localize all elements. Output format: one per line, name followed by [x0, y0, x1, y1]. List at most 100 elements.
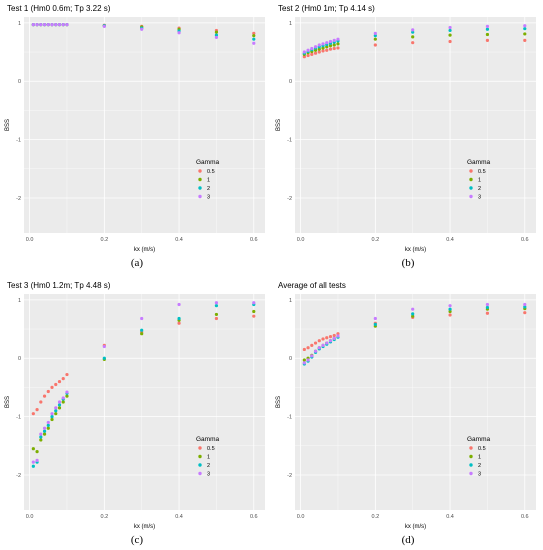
- data-point: [325, 336, 329, 340]
- data-point: [411, 35, 415, 39]
- data-point: [373, 37, 377, 41]
- legend: Gamma 0.5 1 2 3: [467, 159, 491, 201]
- y-tick-label: 0: [289, 356, 292, 362]
- data-point: [61, 400, 65, 404]
- data-point: [140, 27, 144, 31]
- legend-item: 1: [469, 178, 481, 184]
- legend-label: 0.5: [478, 169, 486, 175]
- data-point: [373, 316, 377, 321]
- data-point: [523, 38, 527, 42]
- y-tick-label: -2: [287, 196, 292, 202]
- y-tick-label: 1: [18, 21, 21, 27]
- legend-label: 2: [478, 463, 481, 469]
- data-point: [42, 394, 47, 398]
- data-point: [313, 341, 318, 345]
- data-point: [373, 322, 377, 326]
- data-point: [523, 32, 527, 36]
- data-point: [42, 22, 47, 27]
- x-tick-label: 0.4: [175, 237, 183, 243]
- legend-label: 1: [207, 178, 210, 184]
- legend-label: 1: [478, 178, 481, 184]
- data-point: [373, 34, 377, 38]
- data-point: [328, 44, 333, 48]
- y-tick-label: -1: [287, 415, 292, 421]
- data-point: [252, 34, 256, 38]
- data-point: [325, 41, 329, 45]
- legend-item: 3: [469, 472, 481, 478]
- data-point: [523, 302, 527, 307]
- y-axis-label: BSS: [276, 396, 282, 408]
- legend-item: 0.5: [198, 169, 215, 175]
- x-tick-label: 0.2: [101, 237, 109, 243]
- legend-label: 3: [478, 195, 481, 201]
- data-points: [302, 302, 527, 366]
- data-point: [336, 46, 340, 50]
- data-point: [57, 406, 62, 410]
- x-tick-labels: 0.0 0.2 0.4 0.6: [26, 514, 258, 520]
- legend-swatch: [198, 186, 202, 190]
- data-point: [302, 347, 306, 352]
- data-point: [35, 407, 39, 412]
- legend-item: 3: [469, 195, 481, 201]
- legend-item: 1: [198, 178, 210, 184]
- data-point: [140, 328, 144, 332]
- legend-label: 0.5: [207, 169, 215, 175]
- x-tick-label: 0.2: [101, 514, 109, 520]
- data-point: [46, 389, 50, 394]
- legend-title: Gamma: [467, 159, 491, 166]
- plot-background: [295, 294, 536, 510]
- data-point: [411, 30, 415, 34]
- data-point: [54, 382, 58, 387]
- data-point: [54, 406, 58, 410]
- data-point: [252, 31, 256, 35]
- panel-title: Average of all tests: [278, 281, 346, 290]
- data-point: [310, 343, 314, 347]
- legend-label: 1: [478, 455, 481, 461]
- gridlines: [24, 294, 265, 510]
- data-point: [313, 48, 318, 52]
- data-point: [65, 372, 69, 377]
- data-point: [65, 390, 69, 394]
- legend-label: 2: [207, 463, 210, 469]
- data-point: [306, 358, 310, 362]
- panel-title: Test 1 (Hm0 0.6m; Tp 3.22 s): [7, 4, 111, 13]
- legend-item: 3: [198, 195, 210, 201]
- y-tick-label: -1: [287, 138, 292, 144]
- data-points: [31, 22, 256, 45]
- data-point: [448, 25, 452, 30]
- data-point: [46, 420, 50, 425]
- data-point: [328, 47, 333, 51]
- y-tick-label: -2: [16, 196, 21, 202]
- panel-c: Test 3 (Hm0 1.2m; Tp 4.48 s) 1 0 -1 -2 0…: [5, 281, 265, 546]
- data-point: [214, 304, 219, 308]
- data-point: [252, 41, 256, 45]
- data-point: [325, 45, 329, 49]
- data-point: [448, 28, 452, 33]
- y-tick-label: 0: [18, 356, 21, 362]
- data-point: [306, 346, 310, 350]
- data-point: [302, 361, 306, 365]
- y-tick-label: 1: [289, 21, 292, 27]
- legend-swatch: [469, 169, 473, 173]
- data-point: [448, 39, 452, 44]
- data-point: [42, 426, 47, 430]
- legend-label: 3: [478, 472, 481, 478]
- y-tick-label: 0: [18, 79, 21, 85]
- data-point: [54, 22, 58, 27]
- data-point: [50, 414, 54, 419]
- x-tick-label: 0.4: [175, 514, 183, 520]
- x-tick-label: 0.6: [521, 514, 529, 520]
- y-tick-label: 1: [18, 298, 21, 304]
- data-point: [57, 379, 62, 384]
- data-point: [306, 48, 310, 52]
- data-point: [214, 33, 219, 37]
- legend-swatch: [198, 454, 202, 459]
- data-point: [252, 301, 256, 305]
- legend-label: 2: [478, 186, 481, 192]
- panel-caption: (b): [402, 257, 415, 269]
- data-point: [42, 432, 47, 436]
- y-axis-label: BSS: [5, 119, 11, 131]
- x-tick-label: 0.6: [250, 514, 258, 520]
- data-point: [523, 311, 527, 315]
